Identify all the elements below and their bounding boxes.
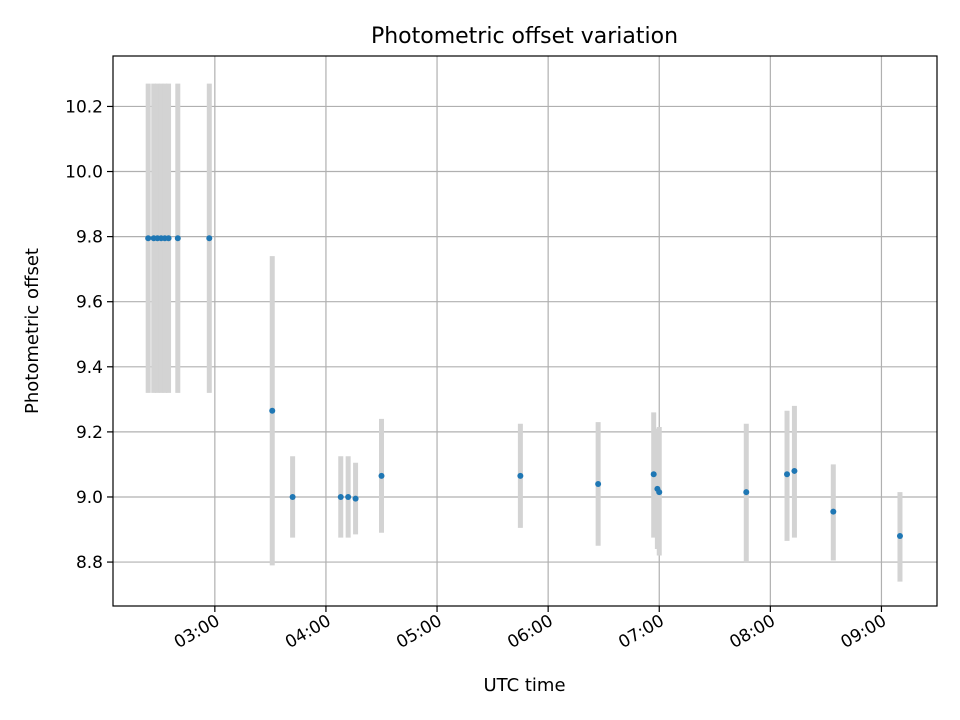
data-points — [145, 235, 903, 540]
x-tick-label: 09:00 — [838, 611, 890, 653]
data-point — [656, 489, 663, 496]
data-point — [337, 493, 344, 500]
x-tick-label: 06:00 — [504, 611, 556, 653]
y-axis-ticks: 8.8 9.0 9.2 9.4 9.6 9.8 10.0 10.2 — [65, 97, 113, 573]
data-point — [165, 235, 172, 242]
plot-frame — [112, 55, 938, 607]
data-point — [791, 467, 798, 474]
x-tick-label: 08:00 — [726, 611, 778, 653]
x-tick-label: 04:00 — [282, 611, 334, 653]
data-point — [830, 508, 837, 515]
data-point — [650, 471, 657, 478]
data-point — [784, 471, 791, 478]
y-tick-label: 9.2 — [76, 423, 103, 443]
data-point — [595, 480, 602, 487]
y-tick-label: 10.0 — [65, 163, 103, 183]
data-point — [517, 472, 524, 479]
x-tick-label: 03:00 — [171, 611, 223, 653]
x-axis-ticks: 03:00 04:00 05:00 06:00 07:00 08:00 09:00 — [171, 606, 890, 653]
data-point — [345, 493, 352, 500]
data-point — [145, 235, 152, 242]
data-point — [378, 472, 385, 479]
data-point — [269, 407, 276, 414]
error-bars — [145, 83, 903, 582]
data-point — [896, 533, 903, 540]
y-tick-label: 9.6 — [76, 293, 103, 313]
x-tick-label: 07:00 — [615, 611, 667, 653]
y-tick-label: 9.0 — [76, 488, 103, 508]
chart-title: Photometric offset variation — [371, 24, 678, 49]
data-point — [289, 493, 296, 500]
grid — [113, 56, 937, 606]
data-point — [352, 495, 359, 502]
data-point — [174, 235, 181, 242]
data-point — [206, 235, 213, 242]
x-axis-label: UTC time — [483, 675, 565, 696]
x-tick-label: 05:00 — [393, 611, 445, 653]
y-tick-label: 8.8 — [76, 553, 103, 573]
y-tick-label: 9.4 — [76, 358, 103, 378]
y-axis-label: Photometric offset — [22, 248, 43, 414]
data-point — [743, 489, 750, 496]
y-tick-label: 10.2 — [65, 97, 103, 117]
y-tick-label: 9.8 — [76, 228, 103, 248]
